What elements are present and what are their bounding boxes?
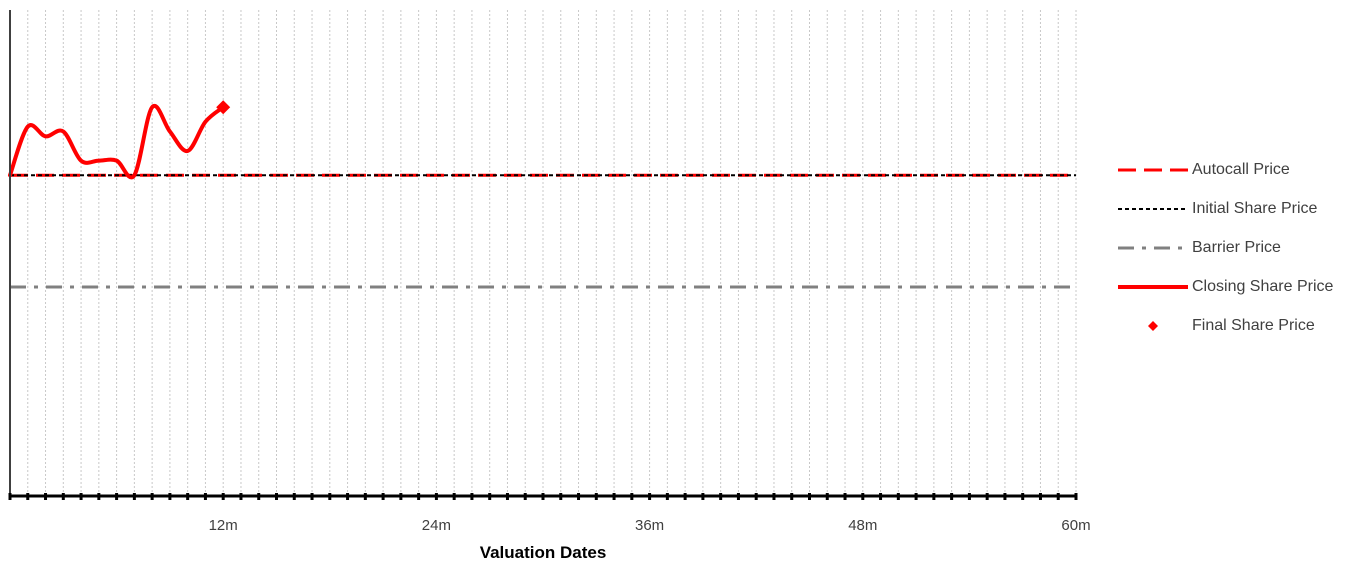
x-tick-label: 24m: [422, 517, 451, 534]
legend: Autocall Price Initial Share Price Barrier…: [1118, 150, 1363, 346]
final-share-price-marker: [216, 100, 231, 115]
reference-lines: [10, 173, 1076, 289]
legend-item: Initial Share Price: [1118, 189, 1363, 228]
legend-swatch: [1118, 246, 1188, 250]
gridlines: [27, 10, 1077, 496]
legend-item: Autocall Price: [1118, 150, 1363, 189]
legend-label: Barrier Price: [1192, 238, 1281, 256]
legend-item: Final Share Price: [1118, 307, 1363, 346]
legend-item: Closing Share Price: [1118, 268, 1363, 307]
legend-label: Autocall Price: [1192, 160, 1290, 178]
closing-share-price-line: [8, 103, 226, 180]
x-tick-labels: 12m 24m 36m 48m 60m: [209, 517, 1091, 534]
x-tick-label: 60m: [1061, 517, 1090, 534]
x-tick-label: 36m: [635, 517, 664, 534]
x-axis-title: Valuation Dates: [480, 543, 607, 562]
legend-swatch: [1118, 168, 1188, 172]
legend-item: Barrier Price: [1118, 228, 1363, 267]
legend-label: Closing Share Price: [1192, 278, 1334, 296]
legend-swatch: [1118, 285, 1188, 290]
legend-swatch: [1118, 207, 1188, 210]
legend-label: Final Share Price: [1192, 317, 1315, 335]
x-tick-label: 48m: [848, 517, 877, 534]
x-tick-label: 12m: [209, 517, 238, 534]
axes: [8, 10, 1078, 500]
legend-diamond: [1148, 321, 1158, 332]
closing-price-series: [8, 100, 231, 180]
legend-label: Initial Share Price: [1192, 199, 1318, 217]
legend-swatch: [1148, 321, 1158, 332]
